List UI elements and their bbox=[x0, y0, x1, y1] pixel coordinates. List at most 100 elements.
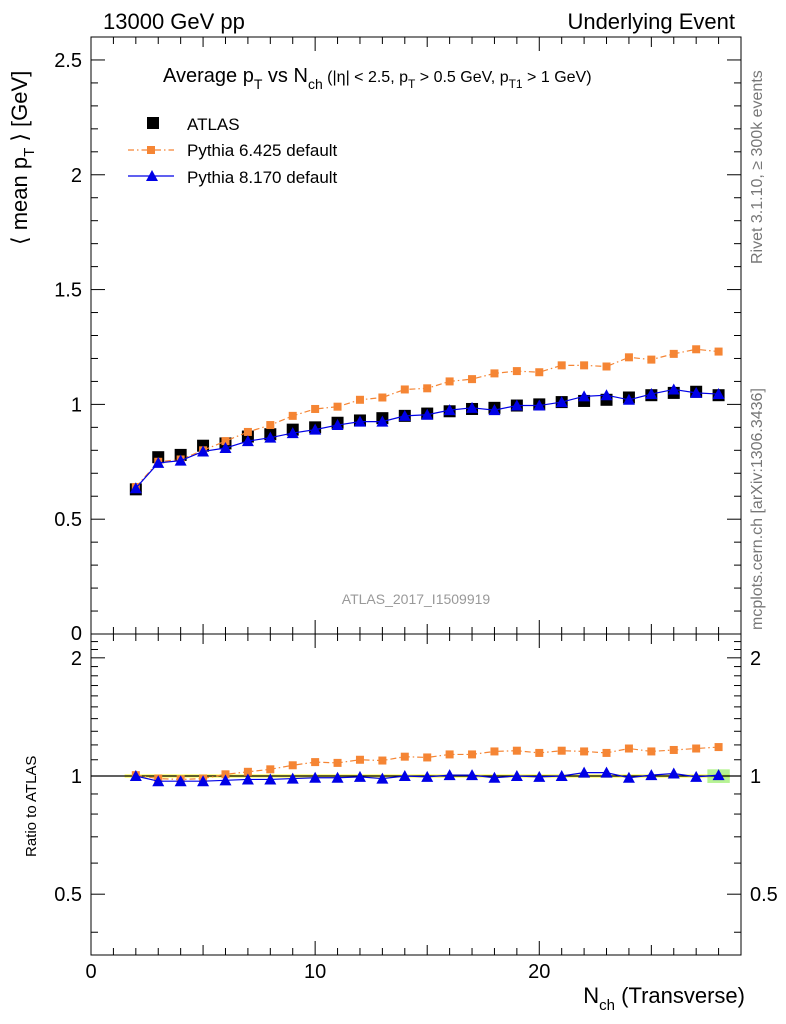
pythia6-point bbox=[333, 402, 342, 411]
ratio-y-tick-label-right: 0.5 bbox=[750, 884, 778, 906]
ratio-pythia8-point bbox=[331, 771, 344, 783]
legend-item-pythia8: Pythia 8.170 default bbox=[128, 168, 338, 187]
ratio-pythia8-point bbox=[219, 774, 232, 786]
ratio-pythia6-point bbox=[580, 747, 589, 756]
pythia6-point bbox=[557, 361, 566, 370]
ratio-y-tick-label-right: 2 bbox=[750, 648, 761, 670]
legend-item-pythia6: Pythia 6.425 default bbox=[128, 141, 338, 160]
ratio-plot-frame bbox=[90, 633, 742, 956]
pythia8-point bbox=[443, 404, 456, 416]
y-tick-label-zero: 0 bbox=[71, 623, 82, 645]
ratio-series-layer bbox=[129, 743, 725, 787]
ratio-xtick-labels: 0 10 20 bbox=[85, 961, 550, 983]
xlabel-post: (Transverse) bbox=[615, 983, 745, 1008]
y-tick-label: 2.5 bbox=[54, 50, 82, 72]
mcplots-label: mcplots.cern.ch [arXiv:1306.3436] bbox=[749, 388, 766, 630]
pythia6-point bbox=[288, 411, 297, 420]
legend-pythia6-marker bbox=[147, 146, 155, 154]
pythia8-point bbox=[578, 390, 591, 402]
ratio-pythia6-point bbox=[378, 756, 387, 765]
ratio-pythia8-point bbox=[645, 769, 658, 781]
ratio-y-tick-label: 1 bbox=[71, 766, 82, 788]
rivet-label: Rivet 3.1.10, ≥ 300k events bbox=[749, 70, 766, 264]
pythia8-point bbox=[622, 393, 635, 405]
legend-pythia8-marker bbox=[146, 170, 158, 181]
ratio-pythia8-point bbox=[398, 770, 411, 782]
ratio-pythia6-point bbox=[624, 744, 633, 753]
ratio-pythia6-point bbox=[535, 748, 544, 757]
ratio-pythia6-point bbox=[647, 747, 656, 756]
xlabel-pre: N bbox=[583, 983, 599, 1008]
y-tick-label: 0.5 bbox=[54, 509, 82, 531]
title-part: vs N bbox=[262, 65, 308, 87]
ratio-pythia6-point bbox=[512, 746, 521, 755]
ratio-pythia6-point bbox=[266, 765, 275, 774]
pythia6-point bbox=[580, 361, 589, 370]
pythia8-point bbox=[533, 399, 546, 411]
pythia8-point bbox=[129, 482, 142, 494]
ratio-pythia8-point bbox=[152, 775, 165, 787]
main-series-layer bbox=[129, 345, 725, 496]
ratio-pythia6-point bbox=[714, 743, 723, 752]
ratio-y-tick-label: 0.5 bbox=[54, 884, 82, 906]
pythia6-point bbox=[714, 347, 723, 356]
ratio-pythia6-point bbox=[311, 758, 320, 767]
pythia6-point bbox=[692, 345, 701, 354]
ylabel-sub: T bbox=[21, 148, 38, 157]
pythia6-point bbox=[490, 369, 499, 378]
pythia6-point bbox=[647, 355, 656, 364]
title-part: Average p bbox=[163, 65, 254, 87]
title-sub: T1 bbox=[509, 77, 523, 91]
pythia8-point bbox=[398, 409, 411, 421]
ratio-pythia6-point bbox=[692, 744, 701, 753]
pythia6-point bbox=[423, 384, 432, 393]
ratio-ticks bbox=[90, 634, 742, 955]
ratio-pythia6-point bbox=[669, 745, 678, 754]
ratio-pythia8-point bbox=[376, 772, 389, 784]
ratio-pythia6-point bbox=[423, 753, 432, 762]
pythia6-point bbox=[468, 375, 477, 384]
legend-atlas-marker bbox=[147, 117, 159, 129]
title-sub: ch bbox=[308, 76, 323, 92]
pythia6-point bbox=[624, 353, 633, 362]
title-sub: T bbox=[408, 77, 416, 91]
pythia6-point bbox=[266, 421, 275, 430]
pythia6-point bbox=[512, 367, 521, 376]
ratio-pythia8-point bbox=[241, 773, 254, 785]
pythia8-point bbox=[421, 408, 434, 420]
x-tick-label: 10 bbox=[304, 961, 326, 983]
pythia8-point bbox=[197, 445, 210, 457]
pythia6-point bbox=[535, 368, 544, 377]
ylabel-pre: ⟨ mean p bbox=[7, 157, 32, 245]
pythia8-point bbox=[667, 383, 680, 395]
ratio-pythia8-point bbox=[421, 770, 434, 782]
pythia8-point bbox=[510, 399, 523, 411]
ratio-pythia6-point bbox=[355, 755, 364, 764]
ratio-pythia6-point bbox=[468, 750, 477, 759]
title-sub: T bbox=[254, 76, 263, 92]
pythia6-point bbox=[669, 349, 678, 358]
pythia8-point bbox=[466, 401, 479, 413]
pythia6-point bbox=[378, 393, 387, 402]
pythia8-point bbox=[600, 389, 613, 401]
pythia6-point bbox=[221, 437, 230, 446]
main-title: Average pT vs Nch (|η| < 2.5, pT > 0.5 G… bbox=[163, 65, 592, 92]
pythia8-point bbox=[376, 415, 389, 427]
pythia8-point bbox=[690, 386, 703, 398]
pythia6-point bbox=[602, 362, 611, 371]
y-tick-label: 1 bbox=[71, 394, 82, 416]
ratio-pythia8-point bbox=[600, 766, 613, 778]
legend: ATLAS Pythia 6.425 default Pythia 8.170 … bbox=[128, 115, 338, 187]
ratio-pythia8-point bbox=[510, 770, 523, 782]
ratio-pythia8-point bbox=[174, 775, 187, 787]
pythia6-point bbox=[400, 385, 409, 394]
y-tick-label: 1.5 bbox=[54, 280, 82, 302]
ylabel-post: ⟩ [GeV] bbox=[7, 71, 32, 148]
ratio-pythia8-point bbox=[309, 771, 322, 783]
pythia8-point bbox=[353, 415, 366, 427]
pythia8-point bbox=[712, 388, 725, 400]
ratio-y-tick-label-right: 1 bbox=[750, 766, 761, 788]
analysis-label: ATLAS_2017_I1509919 bbox=[342, 591, 491, 607]
pythia8-point bbox=[286, 427, 299, 439]
